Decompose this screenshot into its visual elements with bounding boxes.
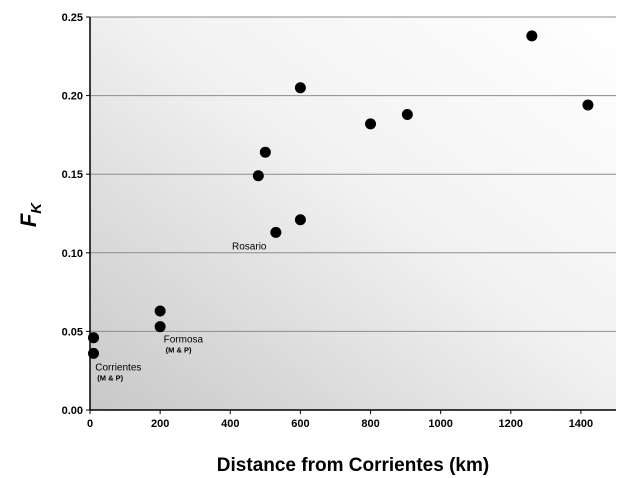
x-tick-label: 600 — [291, 418, 309, 430]
x-tick-label: 0 — [87, 418, 93, 430]
y-axis-label-main: F — [16, 213, 41, 227]
y-tick-label: 0.15 — [62, 169, 83, 181]
data-point — [294, 214, 306, 226]
gridlines — [90, 16, 616, 332]
axes — [86, 16, 616, 414]
y-tick-label: 0.05 — [62, 326, 83, 338]
annotations: Corrientes(M & P)Formosa(M & P)Rosario — [95, 242, 267, 383]
data-point — [259, 146, 271, 158]
y-axis-label: FK — [16, 202, 45, 227]
y-axis-label-sub: K — [28, 202, 45, 214]
annotation-label: Rosario — [232, 242, 267, 253]
annotation-label: Formosa — [164, 334, 204, 345]
x-axis-label: Distance from Corrientes (km) — [217, 455, 489, 476]
x-tick-label: 800 — [361, 418, 379, 430]
y-tick-label: 0.20 — [62, 91, 83, 103]
x-tick-labels: 0 200 400 600 800 1000 1200 1400 — [87, 418, 593, 430]
y-tick-label: 0.00 — [62, 405, 83, 417]
x-tick-label: 1200 — [499, 418, 523, 430]
x-tick-label: 1000 — [428, 418, 452, 430]
y-tick-label: 0.10 — [62, 248, 83, 260]
plot-background — [90, 17, 616, 410]
y-tick-label: 0.25 — [62, 12, 83, 24]
data-point — [401, 108, 413, 120]
annotation-sublabel: (M & P) — [97, 374, 123, 383]
x-tick-label: 200 — [151, 418, 169, 430]
data-point — [365, 118, 377, 130]
data-point — [294, 82, 306, 94]
data-point — [154, 321, 166, 333]
data-point — [526, 30, 538, 42]
x-tick-label: 400 — [221, 418, 239, 430]
data-point — [252, 170, 264, 182]
data-points — [88, 30, 594, 359]
annotation-label: Corrientes — [95, 363, 141, 374]
data-point — [270, 226, 282, 238]
annotation-sublabel: (M & P) — [166, 345, 192, 354]
data-point — [88, 347, 100, 359]
data-point — [88, 332, 100, 344]
y-tick-labels: 0.00 0.05 0.10 0.15 0.20 0.25 — [62, 12, 83, 417]
data-point — [154, 305, 166, 317]
data-point — [582, 99, 594, 111]
x-tick-label: 1400 — [569, 418, 593, 430]
